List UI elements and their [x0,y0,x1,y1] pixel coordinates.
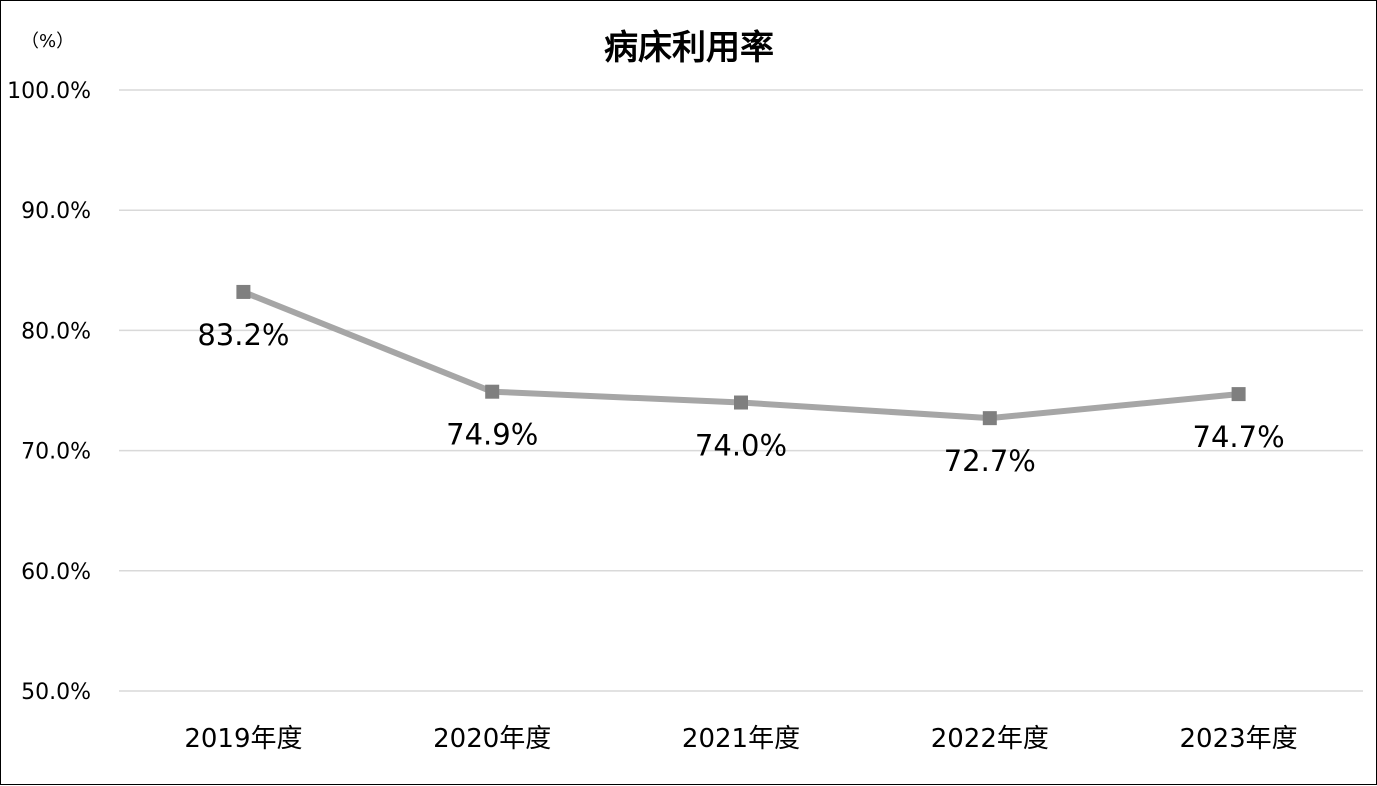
y-tick-label: 80.0% [21,319,91,344]
data-value-label: 72.7% [944,444,1036,478]
data-labels: 83.2% 74.9% 74.0% 72.7% 74.7% [197,318,1284,478]
y-tick-label: 90.0% [21,199,91,224]
x-axis-category-labels: 2019年度 2020年度 2021年度 2022年度 2023年度 [184,724,1297,754]
y-axis-unit-label: （%） [21,31,74,52]
y-tick-label: 100.0% [7,79,91,104]
y-tick-label: 60.0% [21,560,91,585]
data-value-label: 83.2% [197,318,289,352]
data-point-marker [236,284,251,299]
x-category-label: 2021年度 [682,724,800,754]
data-point-marker [982,411,997,426]
x-category-label: 2022年度 [931,724,1049,754]
y-axis-tick-labels: 100.0% 90.0% 80.0% 70.0% 60.0% 50.0% [7,79,91,705]
data-point-marker [485,384,500,399]
y-tick-label: 70.0% [21,440,91,465]
series-markers [236,284,1246,426]
gridlines [119,89,1363,692]
data-point-marker [734,395,748,410]
chart-title: 病床利用率 [604,28,774,68]
data-point-marker [1231,387,1246,402]
data-value-label: 74.0% [695,429,787,463]
x-category-label: 2020年度 [433,724,551,754]
data-value-label: 74.7% [1193,420,1285,454]
x-category-label: 2019年度 [184,724,302,754]
x-category-label: 2023年度 [1180,724,1298,754]
data-value-label: 74.9% [446,418,538,452]
y-tick-label: 50.0% [21,680,91,705]
